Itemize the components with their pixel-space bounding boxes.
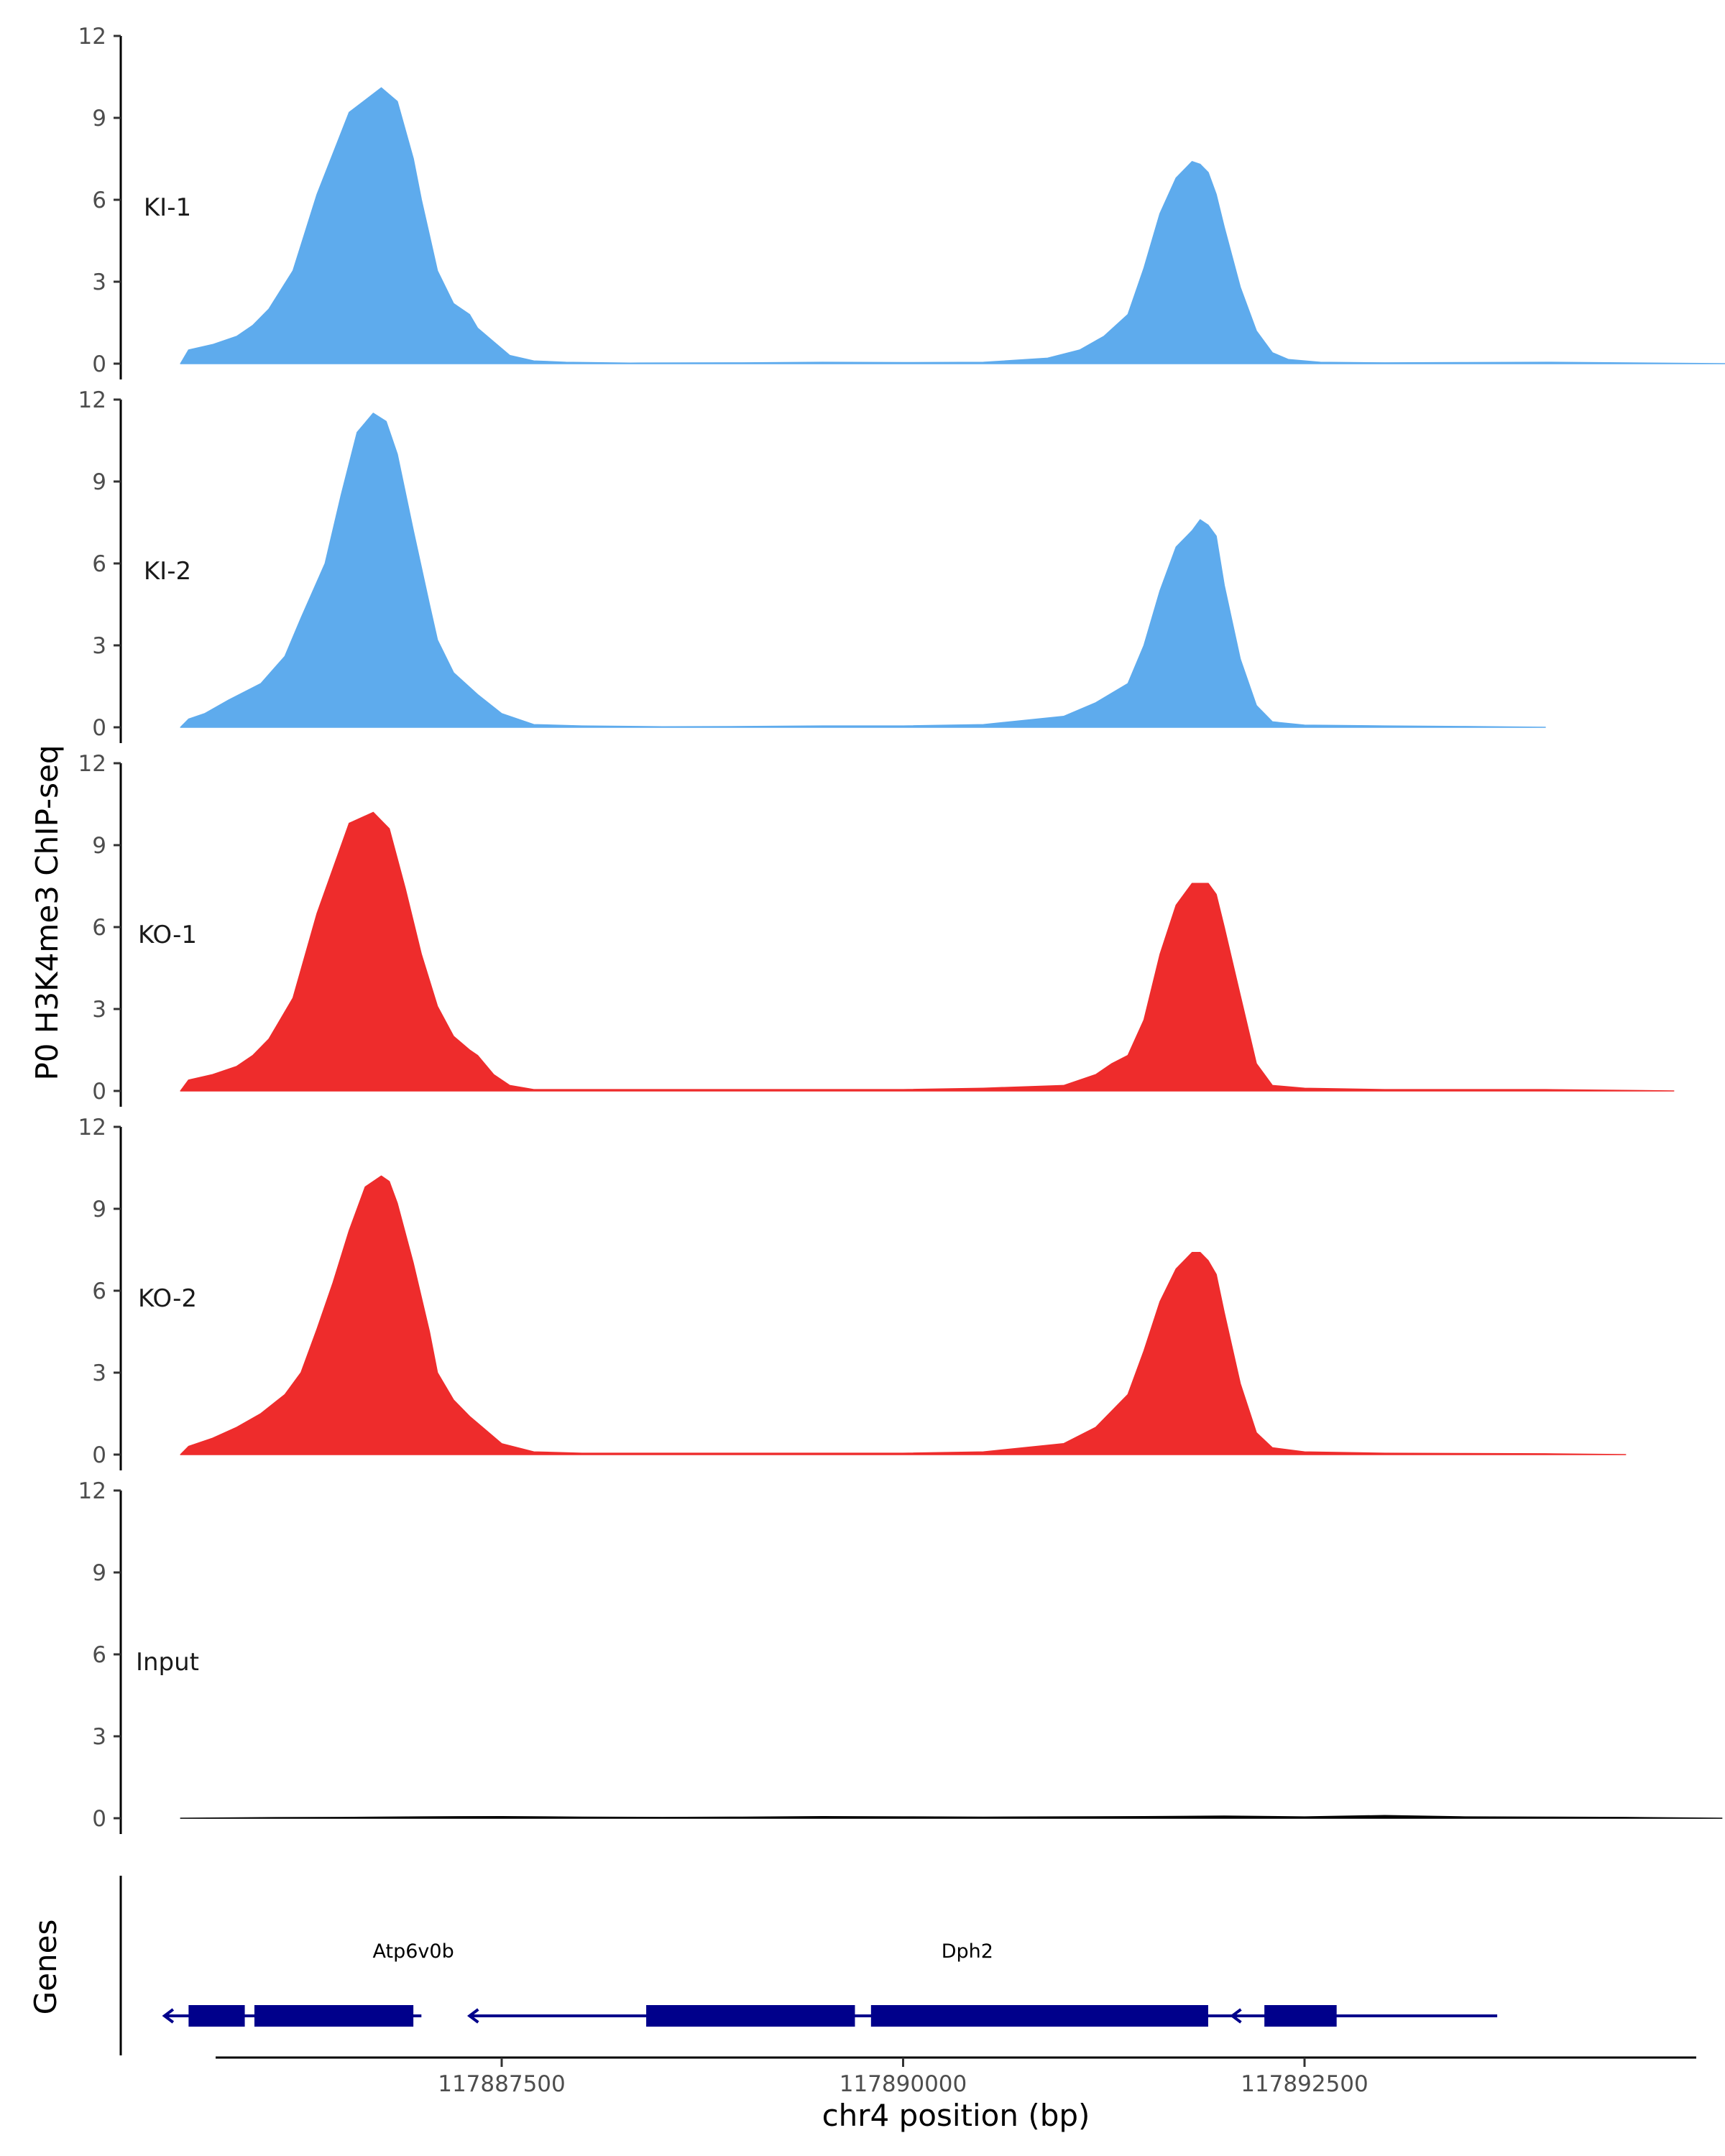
gene-label: Atp6v0b — [373, 1940, 454, 1963]
y-tick-label: 3 — [92, 270, 106, 295]
track-label: KI-1 — [144, 193, 191, 222]
track-ki-1: 0 3 6 9 12 KI-1 — [78, 24, 1725, 379]
coverage-area-input — [180, 1815, 1723, 1819]
genes-panel: Genes Atp6v0bDph2Ipo13 — [28, 1876, 1498, 2055]
x-axis: 117887500 117890000 117892500 chr4 positio… — [216, 2056, 1696, 2133]
y-tick-label: 12 — [78, 24, 106, 50]
x-ticks: 117887500 117890000 117892500 — [438, 2058, 1368, 2097]
y-tick-label: 3 — [92, 997, 106, 1023]
y-axis-title: P0 H3K4me3 ChIP-seq — [29, 745, 65, 1080]
y-tick-label: 0 — [92, 715, 106, 741]
track-ko-1: 0 3 6 9 12 KO-1 — [78, 751, 1675, 1107]
y-tick-label: 9 — [92, 1560, 106, 1586]
exon-block — [646, 2005, 855, 2027]
y-tick-label: 6 — [92, 915, 106, 941]
genes-axis-title: Genes — [28, 1920, 63, 2015]
strand-arrow — [162, 2008, 175, 2024]
y-tick-label: 0 — [92, 351, 106, 377]
y-tick-label: 3 — [92, 1360, 106, 1386]
strand-arrow — [466, 2008, 479, 2024]
coverage-area-ko-1 — [180, 811, 1675, 1092]
x-axis-title: chr4 position (bp) — [822, 2098, 1090, 2133]
y-tick-label: 3 — [92, 633, 106, 659]
y-tick-label: 9 — [92, 1197, 106, 1222]
coverage-area-ko-2 — [180, 1175, 1627, 1455]
y-tick-label: 6 — [92, 1279, 106, 1304]
y-tick-label: 6 — [92, 551, 106, 577]
y-tick-label: 9 — [92, 833, 106, 859]
track-input: 0 3 6 9 12 Input — [78, 1478, 1723, 1834]
y-tick-label: 9 — [92, 106, 106, 132]
exon-block — [254, 2005, 414, 2027]
coverage-area-ki-2 — [180, 413, 1546, 728]
gene-label: Dph2 — [942, 1940, 993, 1963]
track-label: KI-2 — [144, 557, 191, 586]
track-ki-2: 0 3 6 9 12 KI-2 — [78, 387, 1546, 743]
track-label: KO-2 — [138, 1284, 197, 1313]
exon-block — [1264, 2005, 1337, 2027]
y-tick-label: 12 — [78, 751, 106, 777]
track-label: Input — [136, 1648, 199, 1677]
y-tick-label: 0 — [92, 1442, 106, 1468]
y-tick-label: 6 — [92, 1642, 106, 1668]
y-tick-label: 6 — [92, 188, 106, 213]
gene-atp6v0b: Atp6v0b — [162, 1940, 454, 2027]
track-ko-2: 0 3 6 9 12 KO-2 — [78, 1115, 1627, 1470]
coverage-tracks: 0 3 6 9 12 KI-1 0 3 6 9 12 KI-2 0 3 6 9 12 KO-1 0 3 6 9 12 KO-2… — [78, 24, 1725, 1834]
track-label: KO-1 — [138, 921, 197, 949]
x-tick-label: 117890000 — [840, 2071, 967, 2097]
y-tick-label: 12 — [78, 387, 106, 413]
y-tick-label: 0 — [92, 1806, 106, 1832]
gene-dph2: Dph2 — [466, 1940, 1498, 2027]
y-tick-label: 9 — [92, 469, 106, 495]
x-tick-label: 117887500 — [438, 2071, 566, 2097]
coverage-area-ki-1 — [180, 87, 1725, 364]
strand-arrow — [1230, 2008, 1242, 2024]
y-tick-label: 0 — [92, 1079, 106, 1105]
y-tick-label: 12 — [78, 1115, 106, 1141]
x-tick-label: 117892500 — [1241, 2071, 1368, 2097]
y-tick-label: 12 — [78, 1478, 106, 1504]
exon-block — [870, 2005, 1208, 2027]
exon-block — [188, 2005, 245, 2027]
y-tick-label: 3 — [92, 1724, 106, 1750]
gene-models: Atp6v0bDph2Ipo13 — [162, 1940, 1498, 2027]
